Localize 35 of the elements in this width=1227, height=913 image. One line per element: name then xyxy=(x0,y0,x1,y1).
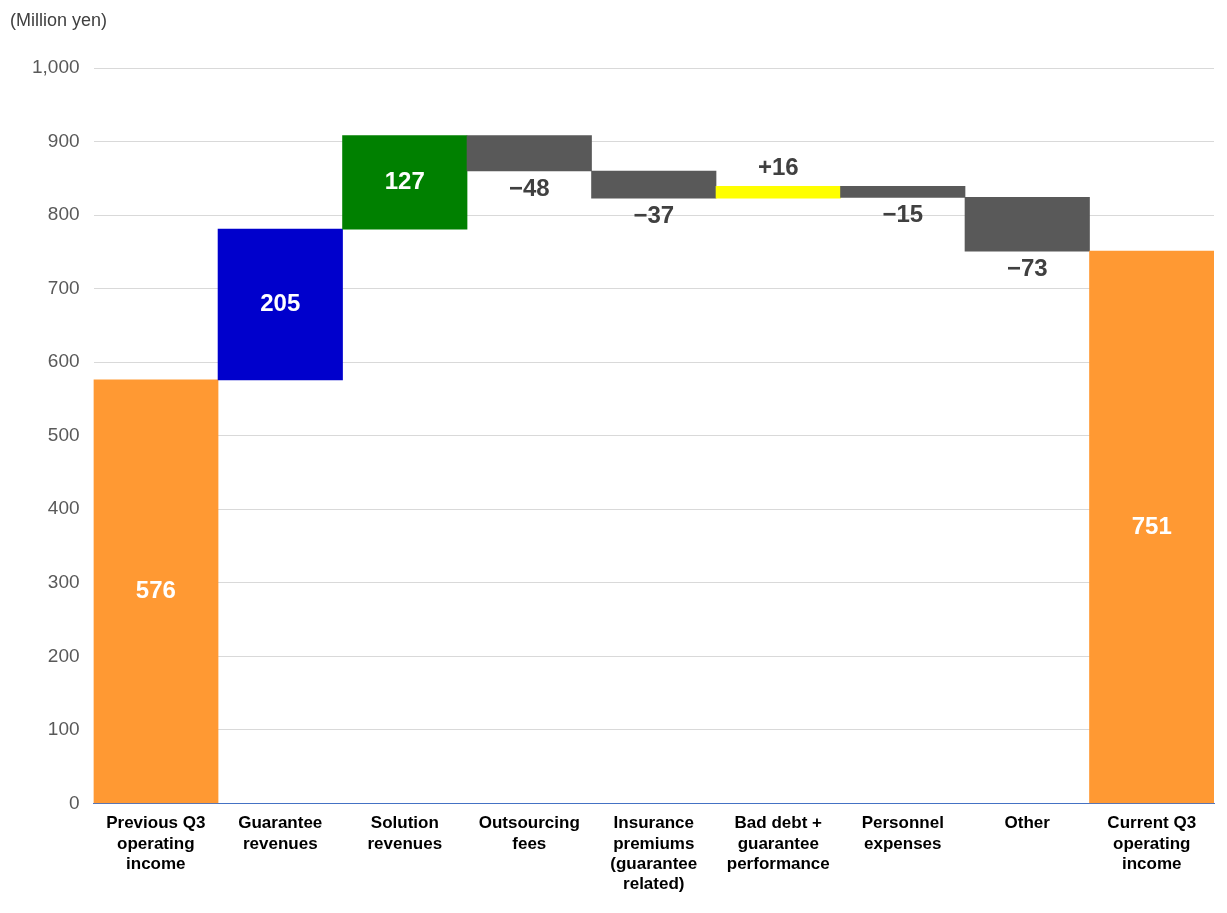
bar xyxy=(715,186,841,199)
x-tick-label: Bad debt + guarantee performance xyxy=(726,813,830,874)
bar xyxy=(342,135,468,230)
data-label: −37 xyxy=(633,200,675,228)
x-tick-label: Guarantee revenues xyxy=(238,813,323,853)
y-tick-label: 900 xyxy=(47,129,80,151)
y-tick-label: 0 xyxy=(68,791,80,813)
y-tick-label: 300 xyxy=(47,571,80,593)
y-tick-label: 600 xyxy=(47,350,80,372)
x-tick-label: Outsourcing fees xyxy=(478,813,580,853)
data-label: 576 xyxy=(135,576,176,604)
bar xyxy=(1089,250,1214,804)
data-label: +16 xyxy=(757,153,799,181)
data-label: −48 xyxy=(508,173,550,201)
bar xyxy=(93,379,219,804)
data-label: −15 xyxy=(882,200,924,228)
data-label: 127 xyxy=(384,166,425,194)
y-tick-label: 200 xyxy=(47,644,80,666)
data-label: 751 xyxy=(1131,511,1172,539)
y-tick-label: 400 xyxy=(47,497,80,519)
bar xyxy=(217,228,343,381)
data-label: 205 xyxy=(260,289,301,317)
x-tick-label: Previous Q3 operating income xyxy=(106,813,206,874)
y-tick-label: 1,000 xyxy=(32,56,80,78)
y-tick-label: 800 xyxy=(47,203,80,225)
x-tick-label: Other xyxy=(1004,813,1051,833)
x-tick-label: Insurance premiums (guarantee related) xyxy=(610,813,698,894)
y-tick-label: 700 xyxy=(47,276,80,298)
x-tick-label: Personnel expenses xyxy=(861,813,944,853)
y-axis-title: (Million yen) xyxy=(10,10,108,31)
x-tick-label: Current Q3 operating income xyxy=(1107,813,1197,874)
y-tick-label: 500 xyxy=(47,423,80,445)
x-tick-label: Solution revenues xyxy=(367,813,443,853)
data-label: −73 xyxy=(1006,253,1048,281)
y-tick-label: 100 xyxy=(47,718,80,740)
